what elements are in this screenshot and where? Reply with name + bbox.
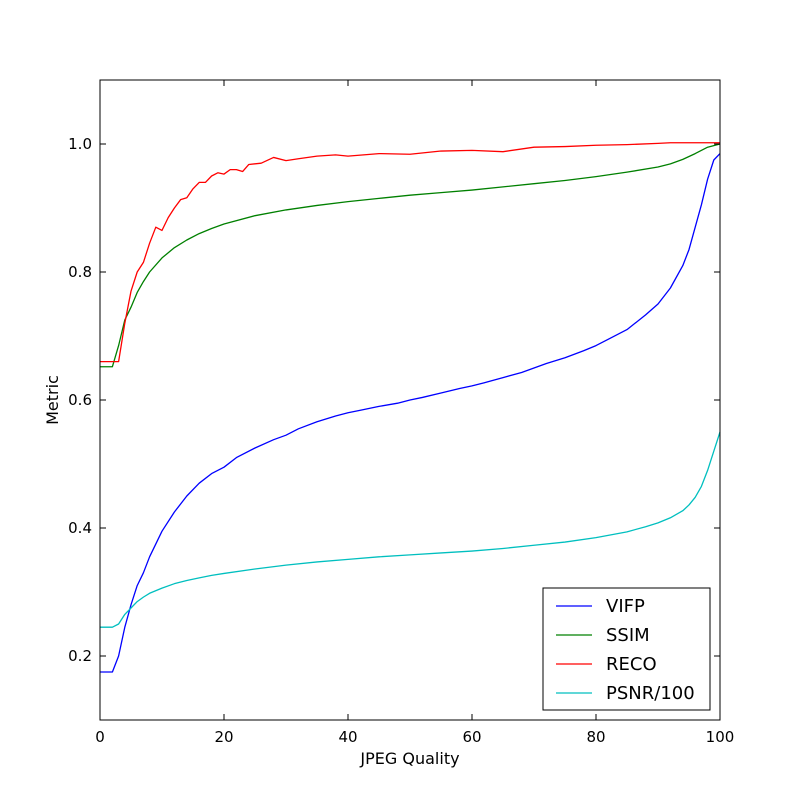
series-line-ssim [100,143,721,368]
series-line-psnr-100 [100,431,721,628]
legend-label-reco: RECO [606,654,657,675]
y-tick-label: 0.2 [68,647,92,665]
series-layer [100,142,721,673]
x-tick-label: 60 [462,728,481,746]
x-axis-label: JPEG Quality [359,749,459,768]
x-tick-label: 0 [95,728,105,746]
legend-label-vifp: VIFP [606,596,645,617]
legend-frame [542,587,711,711]
y-tick-label: 1.0 [68,135,92,153]
x-tick-label: 80 [586,728,605,746]
x-tick-label: 20 [214,728,233,746]
legend-label-ssim: SSIM [606,625,650,646]
legend: VIFP SSIM RECO PSNR/100 [542,587,711,711]
plot-frame [99,79,721,721]
y-tick-label: 0.4 [68,519,92,537]
series-line-vifp [100,153,721,673]
x-tick-label: 100 [706,728,735,746]
series-line-reco [100,142,720,363]
ticks-layer: 0 20 40 60 80 100 0.2 0.4 0.6 0.8 1.0 [68,80,734,746]
y-axis-label: Metric [43,375,62,425]
y-tick-label: 0.8 [68,263,92,281]
legend-label-psnr-100: PSNR/100 [606,683,695,704]
x-tick-label: 40 [338,728,357,746]
y-tick-label: 0.6 [68,391,92,409]
